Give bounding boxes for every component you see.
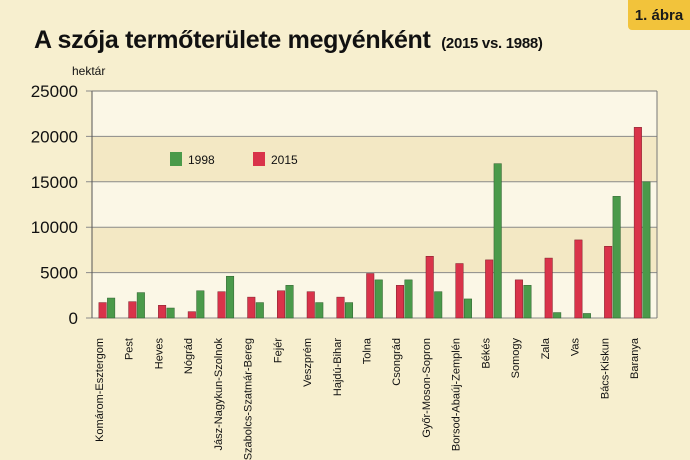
y-tick-label: 15000	[31, 173, 78, 192]
x-tick-label: Győr-Moson-Sopron	[421, 338, 433, 438]
bar-1998-13	[493, 163, 502, 319]
bar-1998-0	[107, 297, 116, 319]
x-tick-label: Jász-Nagykun-Szolnok	[213, 338, 225, 451]
bar-2015-9	[366, 273, 375, 319]
legend-swatch-2015	[253, 152, 265, 166]
x-tick-label: Zala	[540, 337, 552, 359]
chart-subtitle: (2015 vs. 1988)	[441, 35, 543, 52]
bar-2015-15	[544, 257, 553, 319]
x-tick-label: Veszprém	[302, 338, 314, 387]
bar-2015-11	[425, 256, 434, 319]
legend-label-1998: 1998	[188, 153, 215, 167]
bar-2015-8	[336, 296, 345, 319]
grid-band	[92, 136, 657, 182]
bar-2015-3	[187, 311, 196, 319]
bar-1998-4	[226, 275, 235, 319]
bar-2015-13	[485, 259, 494, 319]
legend-label-2015: 2015	[271, 153, 298, 167]
bar-1998-10	[404, 279, 413, 319]
x-tick-label: Csongrád	[391, 338, 403, 386]
bar-1998-8	[345, 302, 354, 319]
bar-2015-17	[604, 246, 613, 319]
y-axis-unit: hektár	[72, 64, 106, 78]
bar-2015-2	[158, 305, 167, 319]
y-tick-label: 5000	[40, 264, 78, 283]
grid-band	[92, 227, 657, 273]
figure-number: 1. ábra	[634, 6, 684, 24]
x-tick-label: Komárom-Esztergom	[94, 338, 106, 442]
bar-2015-4	[217, 291, 226, 319]
bar-2015-5	[247, 296, 256, 319]
legend-swatch-1998	[170, 152, 182, 166]
bar-1998-11	[434, 291, 443, 319]
x-tick-label: Bács-Kiskun	[599, 338, 611, 399]
x-tick-label: Fejér	[272, 338, 284, 363]
x-tick-label: Szabolcs-Szatmár-Bereg	[243, 338, 255, 460]
bar-1998-12	[463, 298, 472, 319]
bar-1998-17	[612, 196, 621, 319]
plot-area	[92, 91, 657, 318]
x-tick-label: Somogy	[510, 338, 522, 379]
x-tick-label: Heves	[153, 338, 165, 370]
x-tick-label: Baranya	[629, 337, 641, 379]
bar-2015-0	[98, 302, 107, 319]
bar-1998-5	[255, 302, 264, 319]
bar-2015-6	[277, 290, 286, 319]
y-tick-label: 25000	[31, 82, 78, 101]
y-tick-label: 20000	[31, 127, 78, 146]
figure-number-badge: 1. ábra	[628, 0, 690, 30]
x-tick-label: Vas	[570, 338, 582, 357]
bar-1998-1	[136, 292, 145, 319]
bar-1998-9	[374, 279, 383, 319]
bar-1998-14	[523, 285, 532, 319]
bar-2015-7	[306, 291, 315, 319]
x-tick-label: Tolna	[362, 337, 374, 364]
bar-2015-18	[633, 127, 642, 319]
bar-1998-3	[196, 290, 205, 319]
bar-2015-12	[455, 263, 464, 319]
bar-1998-6	[285, 285, 294, 319]
bar-1998-2	[166, 307, 175, 319]
bar-2015-10	[395, 285, 404, 319]
y-tick-label: 10000	[31, 218, 78, 237]
x-tick-label: Borsod-Abaúj-Zemplén	[451, 338, 463, 451]
chart-title: A szója termőterülete megyénként (2015 v…	[34, 26, 543, 55]
y-tick-label: 0	[69, 309, 78, 328]
chart-title-text: A szója termőterülete megyénként	[34, 26, 431, 54]
bar-1998-15	[553, 312, 562, 319]
x-tick-label: Békés	[480, 338, 492, 369]
x-tick-label: Nógrád	[183, 338, 195, 374]
bar-1998-16	[582, 313, 591, 319]
bar-2015-16	[574, 239, 583, 319]
bar-1998-18	[642, 181, 651, 319]
bar-2015-14	[514, 279, 523, 319]
bar-2015-1	[128, 301, 137, 319]
x-tick-label: Hajdú-Bihar	[332, 338, 344, 396]
x-tick-label: Pest	[124, 338, 136, 360]
bar-1998-7	[315, 302, 324, 319]
